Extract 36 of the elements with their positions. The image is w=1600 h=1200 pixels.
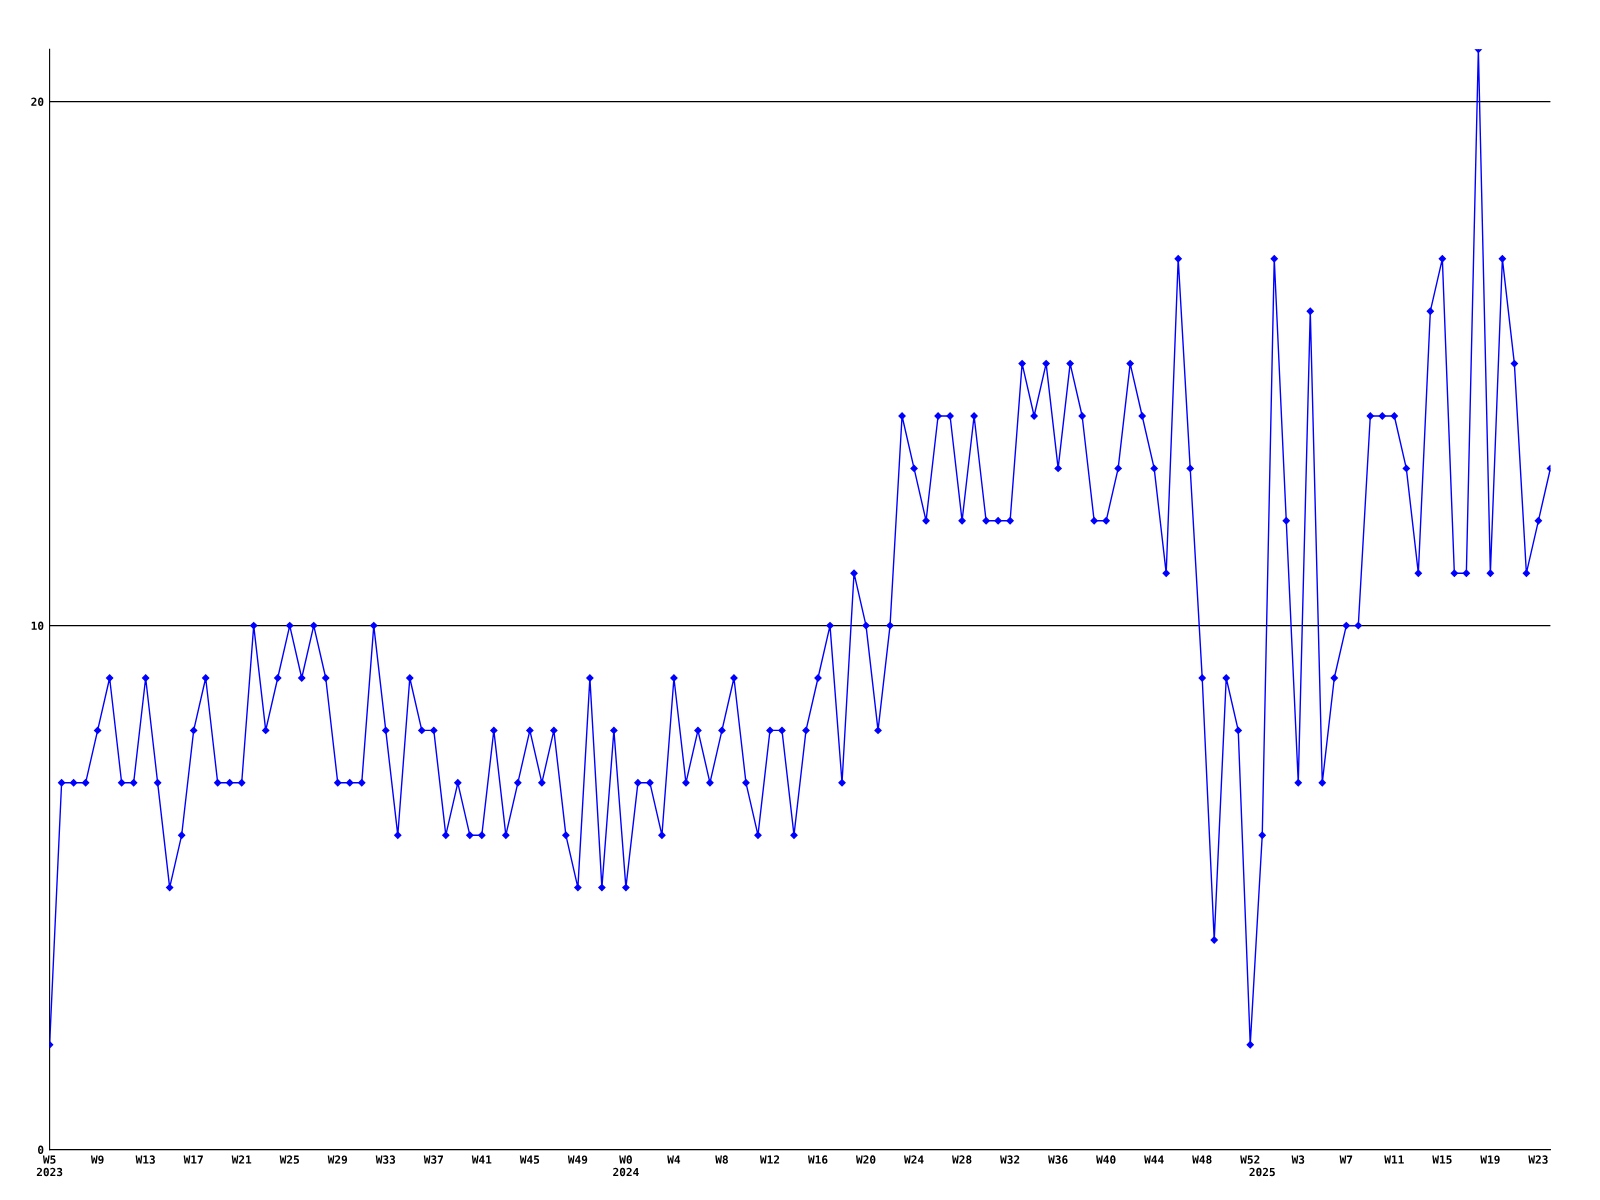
x-tick-label: W48 [1192, 1155, 1212, 1164]
x-tick-label: W32 [1000, 1155, 1020, 1164]
y-tick-label: 0 [38, 1145, 44, 1154]
x-tick-label: W49 [567, 1155, 588, 1164]
x-tick-label: W40 [1096, 1155, 1116, 1164]
x-tick-label: W3 [1291, 1155, 1305, 1164]
x-tick-label: W25 [279, 1155, 300, 1164]
y-tick-label: 20 [31, 97, 44, 106]
x-tick-label: W5 2023 [36, 1155, 63, 1177]
x-tick-label: W4 [667, 1155, 681, 1164]
x-tick-label: W29 [327, 1155, 348, 1164]
x-tick-label: W33 [375, 1155, 396, 1164]
x-tick-label: W21 [231, 1155, 252, 1164]
x-tick-label: W28 [952, 1155, 972, 1164]
x-tick-label: W9 [90, 1155, 104, 1164]
x-tick-label: W17 [183, 1155, 203, 1164]
x-tick-label: 2025 [1249, 1167, 1275, 1177]
x-tick-label: W13 [135, 1155, 155, 1164]
x-tick-label: W23 [1528, 1155, 1548, 1164]
x-tick-label: W52 [1240, 1155, 1260, 1164]
x-tick-label: W37 [423, 1155, 443, 1164]
x-tick-label: W36 [1048, 1155, 1068, 1164]
x-tick-label: W7 [1339, 1155, 1353, 1164]
x-tick-label: W8 [715, 1155, 728, 1164]
x-tick-label: W16 [807, 1155, 828, 1164]
x-tick-label: W44 [1144, 1155, 1164, 1164]
x-tick-label: W0 2024 [613, 1155, 639, 1177]
x-tick-label: W45 [519, 1155, 540, 1164]
x-tick-label: W20 [856, 1155, 876, 1164]
x-tick-label: W11 [1384, 1155, 1404, 1164]
x-tick-label: W12 [759, 1155, 780, 1164]
y-tick-label: 10 [31, 621, 44, 630]
x-tick-label: W24 [904, 1155, 924, 1164]
x-tick-label: W15 [1432, 1155, 1452, 1164]
x-tick-label: W19 [1480, 1155, 1500, 1164]
x-tick-label: W41 [471, 1155, 492, 1164]
